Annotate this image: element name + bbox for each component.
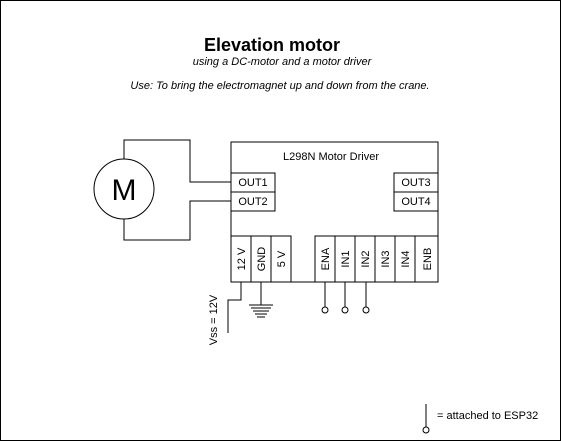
out1-label: OUT1: [238, 177, 267, 189]
pin-5v-box: [270, 235, 292, 283]
pin-5v-label: 5 V: [276, 250, 288, 267]
out3-label: OUT3: [401, 177, 430, 189]
pin-enb-box: [414, 235, 439, 283]
esp32-terminal-in1: [341, 282, 349, 314]
use-note: Use: To bring the electromagnet up and d…: [130, 80, 429, 92]
diagram-title: Elevation motor: [204, 35, 340, 55]
driver-name: L298N Motor Driver: [283, 151, 379, 163]
out2-box: [230, 191, 276, 212]
pin-in4-label: IN4: [400, 250, 412, 267]
out2-label: OUT2: [238, 196, 267, 208]
supply-label: Vss = 12V: [208, 294, 220, 345]
motor-circle: [93, 158, 155, 220]
legend-terminal-circle: [422, 426, 430, 434]
pin-ena-label: ENA: [320, 247, 332, 270]
terminal-circle: [362, 306, 370, 314]
pin-in2-label: IN2: [360, 250, 372, 267]
out4-box: [393, 191, 439, 212]
pin-enb-label: ENB: [422, 248, 434, 271]
pin-in3-label: IN3: [380, 250, 392, 267]
esp32-terminal-ena: [321, 282, 329, 314]
terminal-circle: [321, 306, 329, 314]
dc-motor: M: [93, 139, 232, 241]
out4-label: OUT4: [401, 196, 430, 208]
pin-gnd-label: GND: [256, 247, 268, 272]
motor-symbol: M: [112, 174, 137, 207]
supply-wire: [227, 282, 242, 333]
motor-wire-bottom: [123, 200, 232, 241]
pin-12v-label: 12 V: [236, 247, 248, 270]
diagram-subtitle: using a DC-motor and a motor driver: [193, 56, 373, 68]
motor-driver: L298N Motor Driver OUT1 OUT2 OUT3 OUT4 1…: [230, 141, 439, 283]
supply-connection: Vss = 12V: [208, 282, 242, 345]
legend-text: = attached to ESP32: [437, 410, 538, 422]
legend: = attached to ESP32: [422, 404, 538, 434]
terminal-circle: [341, 306, 349, 314]
esp32-terminal-in2: [362, 282, 370, 314]
pin-in1-label: IN1: [340, 250, 352, 267]
motor-wire-top: [123, 139, 232, 183]
ground-symbol: [249, 282, 273, 318]
